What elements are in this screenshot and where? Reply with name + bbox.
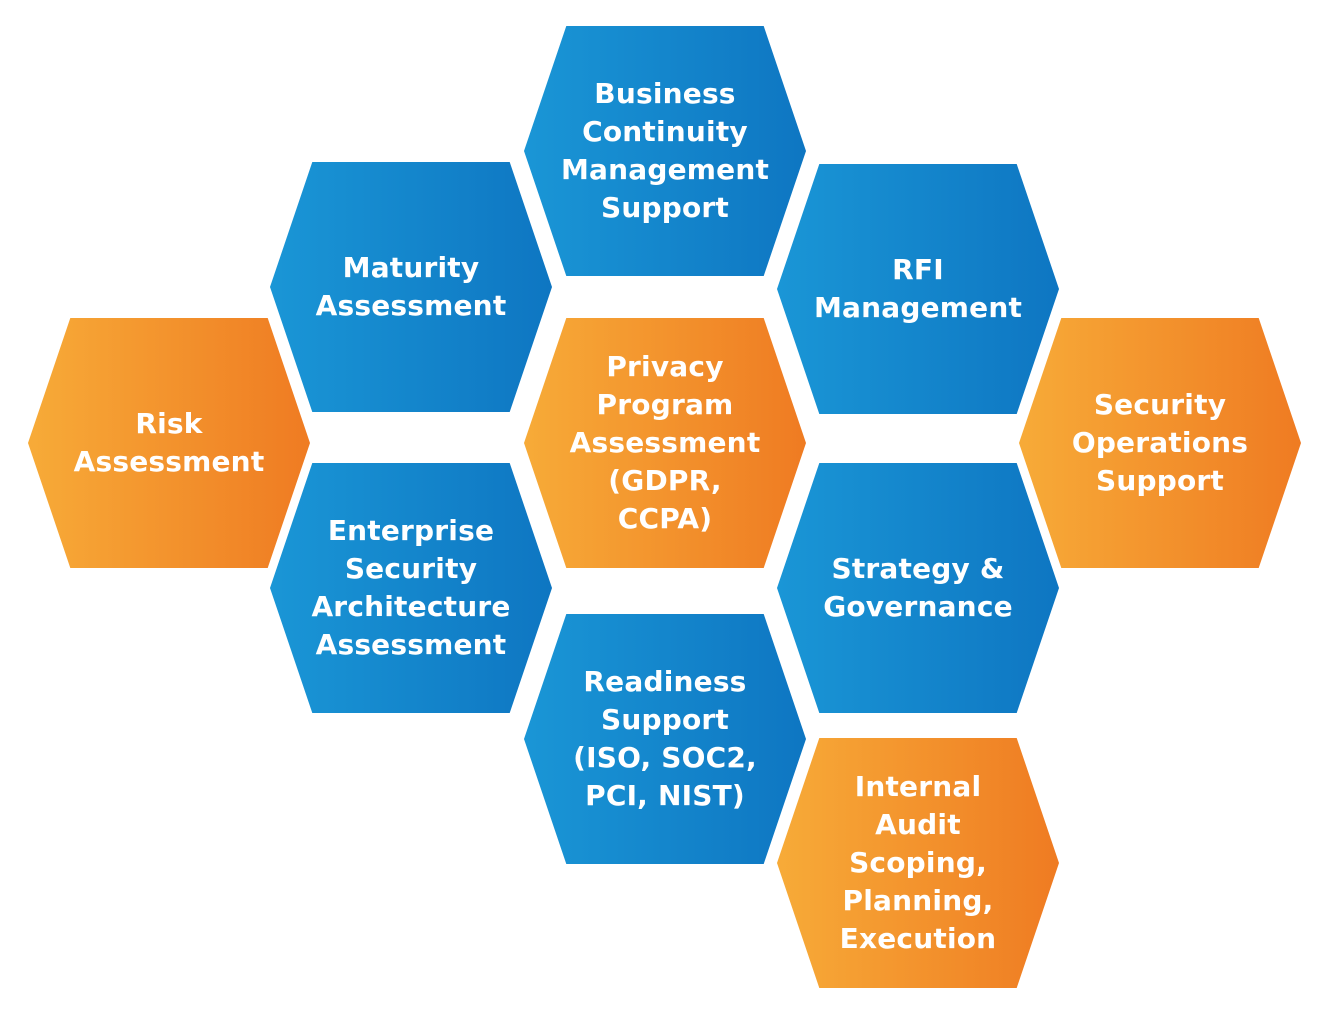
hexagon-label: Strategy & Governance [823, 552, 1013, 623]
hexagon-internal-audit: Internal Audit Scoping, Planning, Execut… [777, 738, 1059, 988]
hexagon-label: Readiness Support (ISO, SOC2, PCI, NIST) [573, 665, 757, 812]
hexagon-strategy-governance: Strategy & Governance [777, 463, 1059, 713]
hexagon-label: Risk Assessment [73, 407, 265, 478]
hexagon-privacy-program-assessment: Privacy Program Assessment (GDPR, CCPA) [524, 318, 806, 568]
hexagon-label: Security Operations Support [1071, 388, 1249, 497]
hexagon-label: Enterprise Security Architecture Assessm… [311, 514, 511, 661]
hexagon-label: Maturity Assessment [315, 251, 507, 322]
hexagon-rfi-management: RFI Management [777, 164, 1059, 414]
hexagon-label: Privacy Program Assessment (GDPR, CCPA) [569, 350, 761, 535]
hexagon-business-continuity-management: Business Continuity Management Support [524, 26, 806, 276]
hexagon-security-operations-support: Security Operations Support [1019, 318, 1301, 568]
hexagon-label: RFI Management [813, 253, 1023, 324]
hexagon-label: Internal Audit Scoping, Planning, Execut… [839, 770, 997, 955]
hexagon-readiness-support: Readiness Support (ISO, SOC2, PCI, NIST) [524, 614, 806, 864]
hexagon-risk-assessment: Risk Assessment [28, 318, 310, 568]
hexagon-enterprise-security-architecture: Enterprise Security Architecture Assessm… [270, 463, 552, 713]
hexagon-maturity-assessment: Maturity Assessment [270, 162, 552, 412]
hexagon-label: Business Continuity Management Support [560, 77, 770, 224]
